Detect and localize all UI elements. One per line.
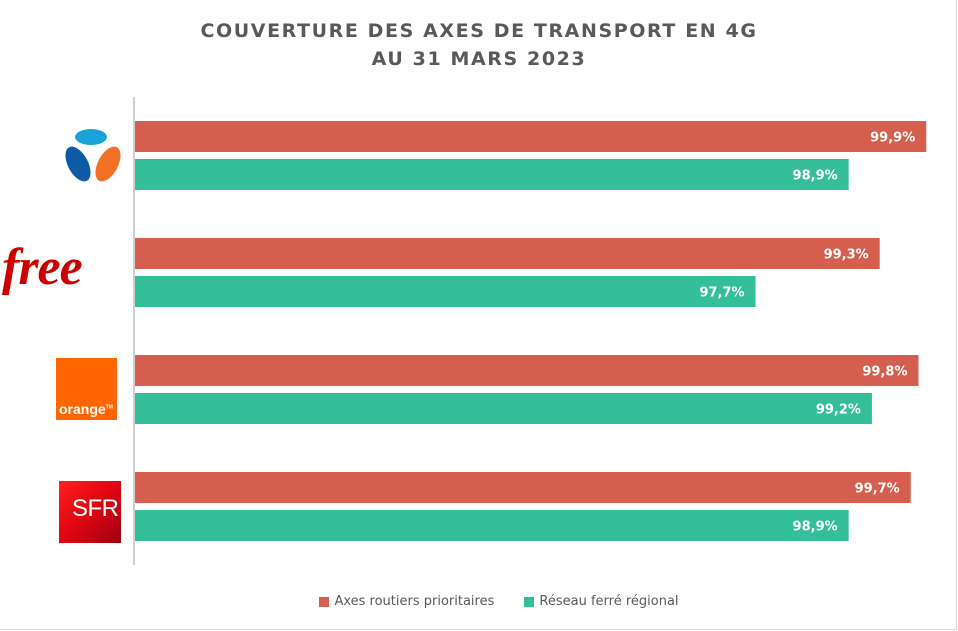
bar-axes-routiers-orange (135, 355, 919, 386)
data-label: 99,7% (855, 482, 900, 497)
chart-title: COUVERTURE DES AXES DE TRANSPORT EN 4G (200, 20, 758, 42)
bar-reseau-ferre-bouygues-telecom (135, 159, 849, 190)
legend-swatch-green (524, 596, 535, 607)
bar-reseau-ferre-free (135, 276, 756, 307)
data-label: 98,9% (793, 520, 838, 535)
sfr-logo-text: SFR (72, 495, 119, 522)
orange-logo-text: orangeTM (59, 401, 113, 417)
data-label: 99,8% (862, 365, 907, 380)
legend-item-axes-routiers: Axes routiers prioritaires (319, 594, 494, 609)
bars-group: 99,9% 98,9% 99,3% 97,7% 99,8% 99,2% 99,7% 98,9% (135, 121, 927, 541)
bar-axes-routiers-bouygues-telecom (135, 121, 927, 152)
data-label: 99,3% (824, 248, 869, 263)
legend: Axes routiers prioritaires Réseau ferré … (0, 594, 958, 609)
legend-label-axes-routiers: Axes routiers prioritaires (334, 594, 495, 609)
legend-swatch-red (319, 596, 330, 607)
bar-axes-routiers-sfr (135, 472, 911, 503)
bar-reseau-ferre-orange (135, 393, 872, 424)
sfr-logo: SFR (59, 481, 121, 543)
legend-item-reseau-ferre: Réseau ferré régional (524, 594, 679, 609)
data-label: 97,7% (699, 286, 744, 301)
data-label: 99,9% (870, 131, 915, 146)
bar-reseau-ferre-sfr (135, 510, 849, 541)
free-logo: free (2, 239, 83, 296)
orange-logo: orangeTM (56, 358, 117, 420)
data-label: 99,2% (816, 403, 861, 418)
legend-label-reseau-ferre: Réseau ferré régional (539, 594, 679, 609)
data-label: 98,9% (793, 169, 838, 184)
chart-subtitle: AU 31 MARS 2023 (371, 48, 587, 70)
bar-axes-routiers-free (135, 238, 880, 269)
